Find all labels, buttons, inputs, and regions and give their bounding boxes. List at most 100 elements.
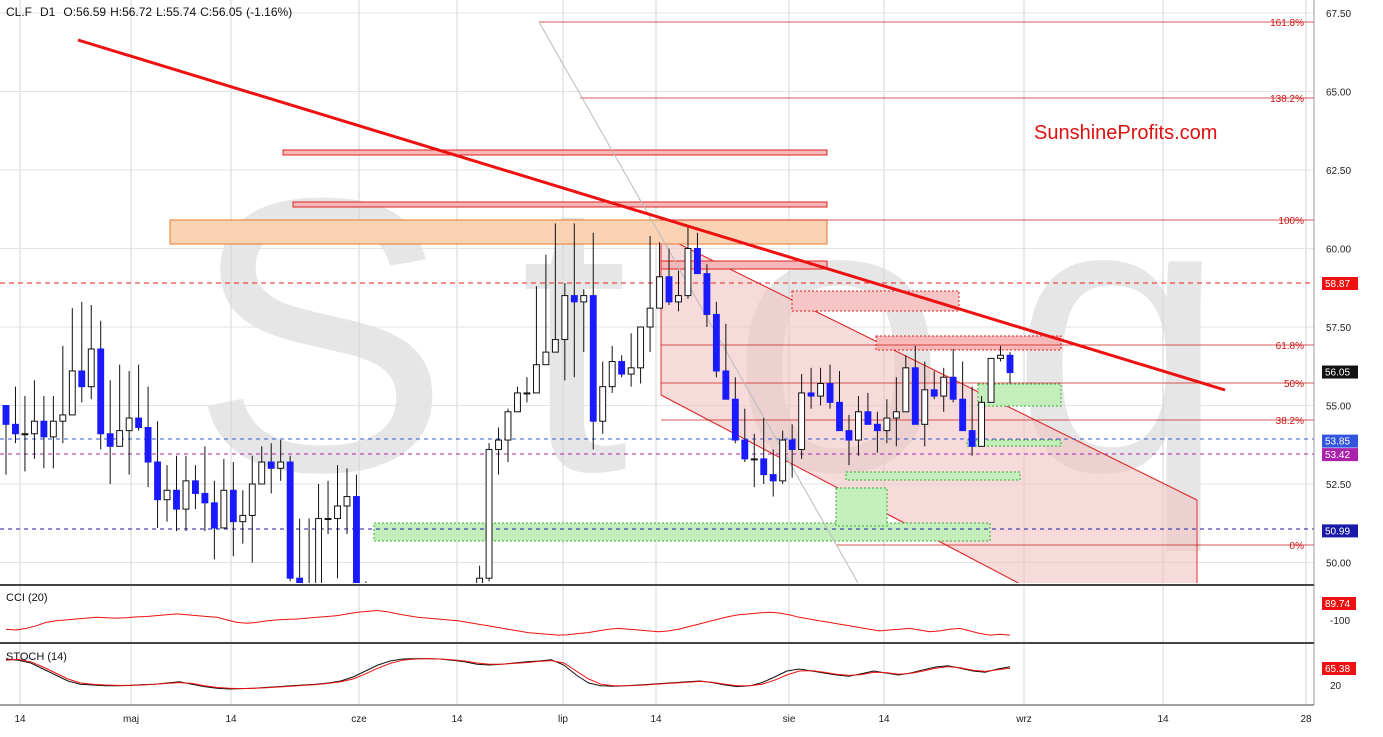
candle-body — [788, 439, 796, 450]
candle-body — [836, 401, 843, 432]
stoch-panel: STOCH (14) 65.38 20 — [5, 651, 1356, 692]
candle-body — [798, 392, 806, 450]
candle-body — [693, 248, 701, 275]
resistance-zone-2 — [292, 201, 828, 208]
candle-body — [514, 392, 521, 413]
price-tick-label: 55.00 — [1326, 402, 1351, 413]
candle-body — [637, 326, 645, 369]
candle-body — [1006, 354, 1014, 374]
candle-body — [968, 430, 976, 447]
candle-body — [40, 420, 48, 438]
candle-body — [353, 496, 360, 583]
fib-label: 38.2% — [1276, 416, 1304, 427]
candle-body — [21, 433, 29, 436]
watermark-text: SunshineProfits.com — [1034, 122, 1217, 144]
symbol-header: CL.F D1 O:56.59 H:56.72 L:55.74 C:56.05 (-1.16… — [6, 5, 292, 19]
candle-body — [458, 669, 464, 713]
channel-upper-line — [660, 234, 1198, 501]
price-label-box — [1322, 434, 1358, 448]
candle-body — [485, 448, 493, 579]
candle-body — [324, 518, 332, 521]
candle-body — [334, 505, 341, 520]
candle-body — [363, 606, 369, 669]
candle-body — [467, 669, 473, 691]
candle-body — [542, 351, 550, 366]
candle-body — [532, 364, 540, 394]
time-tick-label: 14 — [1157, 714, 1169, 725]
watermark-glyph-1: S — [190, 117, 450, 553]
candle-body — [949, 376, 957, 400]
candle-body — [68, 370, 76, 416]
stoch-last-value: 65.38 — [1325, 664, 1350, 675]
candle-body — [959, 398, 967, 432]
fib-label: 161.8% — [1270, 18, 1304, 29]
candle-body — [125, 417, 133, 432]
candle-body — [239, 514, 247, 523]
candle-body — [306, 591, 312, 626]
stoch-d-line — [5, 658, 1011, 690]
candle-body — [191, 480, 199, 494]
time-axis-ticks: 14 maj 14 cze 14 lip 14 sie 14 wrz 14 28 — [14, 714, 1312, 725]
candle-body — [892, 411, 900, 419]
candle-body — [675, 295, 682, 303]
price-label-text: 58.87 — [1325, 279, 1350, 290]
candle-body — [940, 376, 948, 397]
candle-body — [807, 392, 815, 397]
candle-body — [372, 669, 378, 710]
fib-label: 61.8% — [1276, 341, 1304, 352]
price-axis-labels: 58.87 56.05 53.85 53.42 50.99 — [1322, 276, 1358, 538]
price-tick-label: 60.00 — [1326, 245, 1351, 256]
candle-body — [12, 423, 19, 435]
fib-label: 50% — [1284, 379, 1304, 390]
candle-body — [59, 414, 67, 422]
support-zone-3 — [845, 471, 1021, 481]
cci-tick: -100 — [1330, 616, 1350, 627]
candle-body — [343, 496, 351, 507]
candle-body — [495, 439, 502, 450]
candle-body — [476, 577, 484, 583]
fib-label: 100% — [1278, 216, 1304, 227]
candle-body — [296, 577, 304, 583]
candle-body — [665, 276, 673, 303]
candle-body — [2, 405, 10, 425]
candle-body — [769, 474, 777, 482]
stoch-tick: 20 — [1330, 681, 1342, 692]
price-label-box — [1322, 276, 1358, 290]
candle-body — [277, 461, 285, 469]
candle-body — [750, 458, 758, 461]
cci-panel: CCI (20) -100 89.74 — [5, 592, 1356, 636]
price-tick-label: 52.50 — [1326, 480, 1351, 491]
candle-body — [580, 295, 588, 303]
time-tick-label: sie — [783, 714, 796, 725]
candle-body — [401, 657, 407, 710]
horizontal-gridlines — [0, 12, 1314, 563]
candle-body — [106, 433, 114, 447]
candle-body — [599, 386, 607, 422]
candle-body — [589, 295, 597, 422]
candle-body — [429, 660, 435, 710]
support-zone-5 — [966, 439, 1062, 447]
time-tick-label: 14 — [650, 714, 662, 725]
price-label-text: 53.85 — [1325, 437, 1350, 448]
time-tick-label: 28 — [1300, 714, 1312, 725]
price-label-box — [1322, 524, 1358, 538]
price-label-box — [1322, 365, 1358, 379]
candle-body — [845, 430, 853, 441]
candle-body — [712, 313, 720, 372]
price-label-text: 56.05 — [1325, 368, 1350, 379]
candle-body — [873, 423, 881, 432]
price-label-text: 53.42 — [1325, 450, 1350, 461]
support-zone-1 — [373, 522, 991, 542]
candle-body — [78, 370, 86, 388]
resistance-zone-5 — [875, 335, 1062, 351]
candle-body — [144, 426, 152, 463]
candle-body — [741, 439, 749, 460]
candle-body — [210, 502, 218, 529]
candle-body — [154, 461, 161, 501]
resistance-zone-1 — [282, 149, 828, 156]
fib-label: 138.2% — [1270, 94, 1304, 105]
candle-body — [163, 489, 171, 501]
price-tick-label: 57.50 — [1326, 323, 1351, 334]
candle-body — [382, 710, 388, 729]
